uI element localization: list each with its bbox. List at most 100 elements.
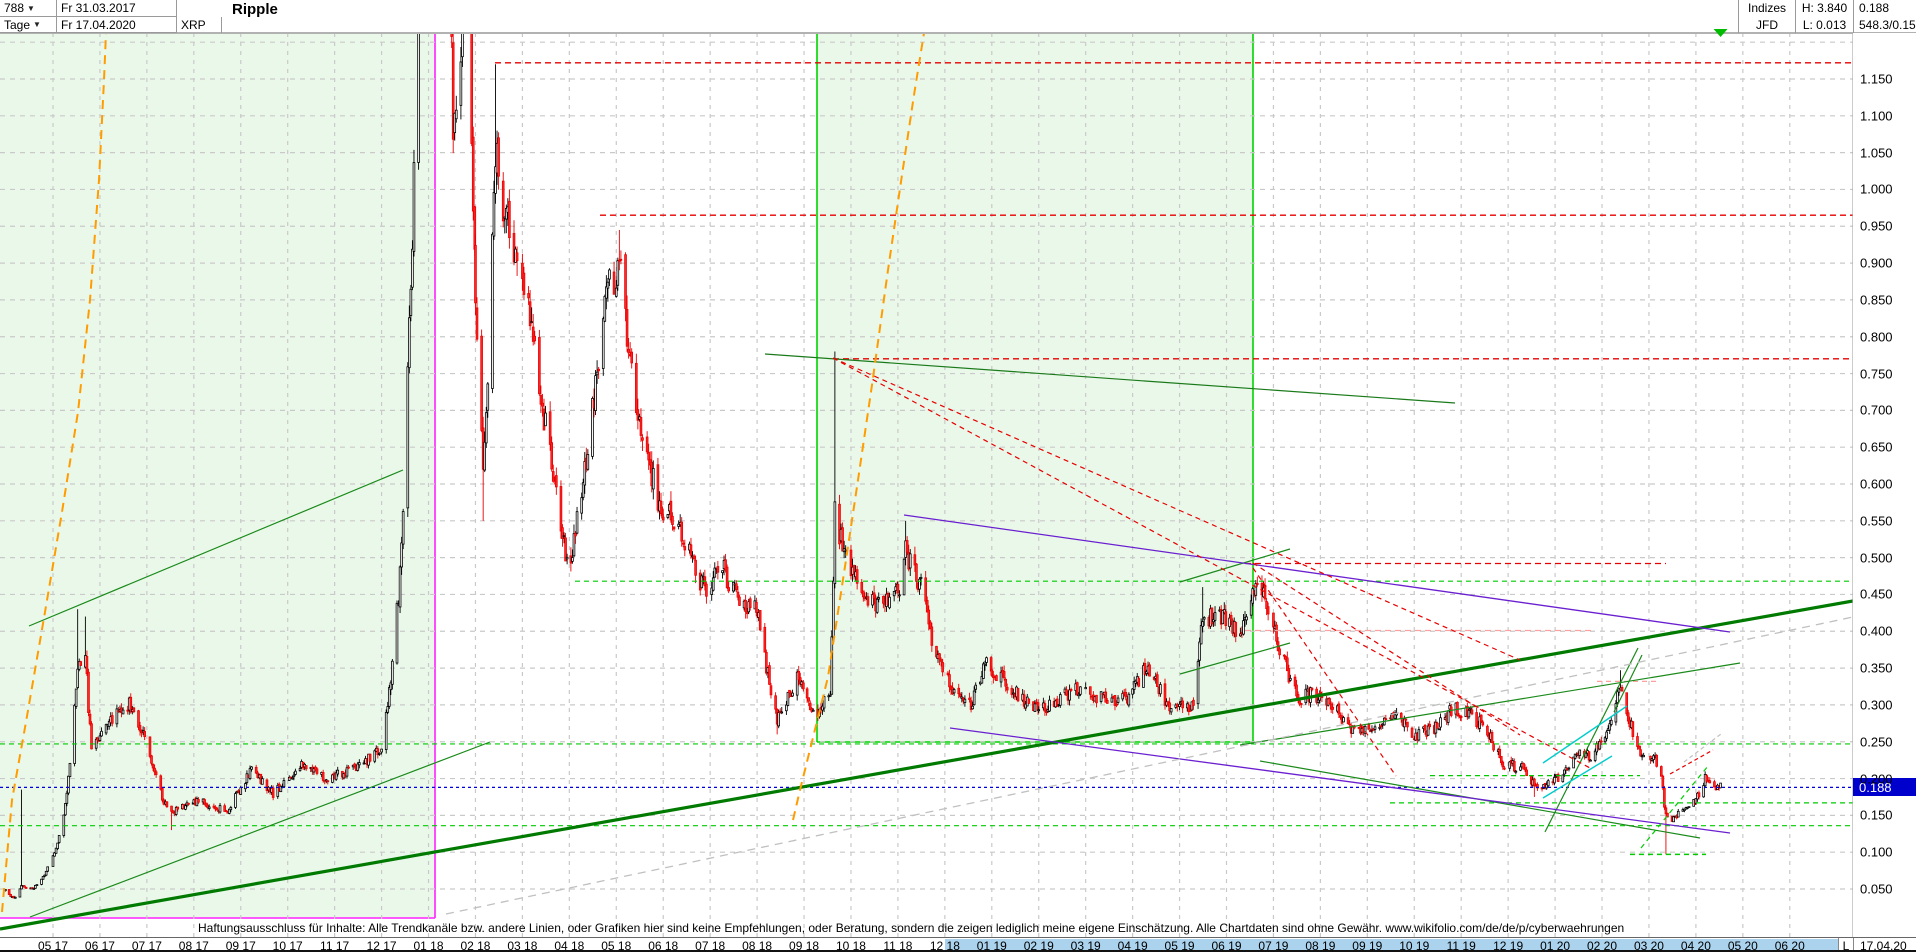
date-tick-label: 02 20 bbox=[1587, 939, 1618, 952]
date-to-field[interactable]: Fr 17.04.2020 bbox=[57, 17, 177, 33]
period-value: Tage bbox=[4, 17, 31, 32]
date-tick-label: 07 19 bbox=[1258, 939, 1289, 952]
date-tick-label: 05 18 bbox=[601, 939, 632, 952]
price-tick-label: 0.250 bbox=[1860, 734, 1893, 750]
date-tick-label: 03 19 bbox=[1070, 939, 1101, 952]
gridlines bbox=[0, 34, 1853, 937]
price-tick-label: 0.900 bbox=[1860, 255, 1893, 271]
date-tick-label: 06 17 bbox=[84, 939, 115, 952]
date-axis[interactable]: L 17.04.20 05 17 06 17 07 17 08 17 09 17 10 1… bbox=[0, 937, 1916, 952]
trend-channel-regions bbox=[0, 34, 1254, 919]
date-from-field[interactable]: Fr 31.03.2017 bbox=[57, 0, 177, 17]
date-tick-label: 04 18 bbox=[554, 939, 585, 952]
date-tick-label: 09 18 bbox=[789, 939, 820, 952]
plot-clip-group bbox=[0, 34, 1853, 937]
last-price-marker: 0.188 bbox=[1853, 778, 1916, 797]
date-tick-label: 08 18 bbox=[742, 939, 773, 952]
price-tick-label: 0.600 bbox=[1860, 476, 1893, 492]
symbol-value: XRP bbox=[181, 18, 206, 32]
date-tick-label: 10 18 bbox=[835, 939, 866, 952]
bottom-left-rising bbox=[29, 741, 491, 918]
date-tick-label: 08 19 bbox=[1305, 939, 1336, 952]
price-tick-label: 0.450 bbox=[1860, 586, 1893, 602]
price-tick-label: 0.550 bbox=[1860, 513, 1893, 529]
date-tick-label: 12 19 bbox=[1493, 939, 1524, 952]
extra-quote: 548.3/0.15 bbox=[1853, 16, 1916, 33]
price-tick-label: 0.200 bbox=[1860, 771, 1893, 787]
horizontal-levels bbox=[0, 62, 1853, 856]
price-tick-label: 1.000 bbox=[1860, 181, 1893, 197]
bars-count-dropdown[interactable]: 788 ▼ bbox=[0, 0, 57, 17]
date-tick-label: 11 19 bbox=[1446, 939, 1476, 952]
price-tick-label: 0.750 bbox=[1860, 366, 1893, 382]
date-tick-label: 04 20 bbox=[1680, 939, 1711, 952]
purple-upper bbox=[903, 514, 1731, 633]
instrument-title: Ripple bbox=[232, 1, 278, 18]
symbol-cell: XRP bbox=[177, 17, 222, 33]
purple-lower bbox=[949, 727, 1731, 834]
price-tick-label: 0.350 bbox=[1860, 660, 1893, 676]
date-tick-label: 12 18 bbox=[929, 939, 960, 952]
date-tick-label: 11 17 bbox=[320, 939, 350, 952]
feb20-steep bbox=[1544, 647, 1639, 833]
date-tick-label: 05 20 bbox=[1727, 939, 1758, 952]
chevron-down-icon: ▼ bbox=[33, 20, 41, 29]
red-fan-4 bbox=[1252, 567, 1397, 777]
date-tick-label: 05 17 bbox=[37, 939, 69, 952]
candlestick-series bbox=[4, 34, 1722, 899]
date-range-highlight bbox=[944, 939, 1838, 952]
date-tick-label: 11 18 bbox=[883, 939, 913, 952]
red-fan-1 bbox=[832, 357, 1521, 661]
cyan-channel-b bbox=[1542, 755, 1613, 799]
date-tick-label: 10 17 bbox=[272, 939, 303, 952]
date-tick-label: 02 18 bbox=[460, 939, 491, 952]
late-rising bbox=[1239, 662, 1741, 746]
date-tick-label: 01 18 bbox=[413, 939, 444, 952]
red-fan-3 bbox=[1252, 562, 1521, 736]
broker-label: JFD bbox=[1738, 16, 1795, 33]
date-tick-label: 07 17 bbox=[131, 939, 162, 952]
price-tick-label: 0.700 bbox=[1860, 402, 1893, 418]
orange-parabola-1 bbox=[1, 34, 107, 913]
feb20-steep-2 bbox=[1613, 654, 1643, 713]
red-short-rise bbox=[1669, 749, 1714, 775]
date-tick-label: 01 19 bbox=[976, 939, 1007, 952]
price-tick-label: 0.100 bbox=[1860, 844, 1893, 860]
price-tick-label: 1.050 bbox=[1860, 145, 1893, 161]
price-tick-label: 0.050 bbox=[1860, 881, 1893, 897]
date-tick-label: 06 19 bbox=[1211, 939, 1242, 952]
date-tick-label: 09 19 bbox=[1352, 939, 1383, 952]
price-tick-label: 0.650 bbox=[1860, 439, 1893, 455]
price-tick-label: 0.400 bbox=[1860, 623, 1893, 639]
orange-parabola-2 bbox=[792, 34, 925, 821]
date-tick-label: 03 20 bbox=[1633, 939, 1664, 952]
date-tick-label: 08 17 bbox=[178, 939, 209, 952]
decline-from-spike bbox=[764, 353, 1456, 404]
date-tick-label: 10 19 bbox=[1399, 939, 1430, 952]
date-tick-label: 12 17 bbox=[366, 939, 397, 952]
window-bottom-edge bbox=[0, 950, 1916, 952]
price-tick-label: 0.500 bbox=[1860, 550, 1893, 566]
session-low: L: 0.013 bbox=[1795, 16, 1853, 33]
date-tick-label: 06 20 bbox=[1774, 939, 1805, 952]
date-tick-label: 09 17 bbox=[225, 939, 256, 952]
date-tick-label: 05 19 bbox=[1164, 939, 1195, 952]
date-tick-label: 04 19 bbox=[1117, 939, 1148, 952]
date-tick-label: 01 20 bbox=[1540, 939, 1571, 952]
session-high: H: 3.840 bbox=[1795, 0, 1853, 16]
trendlines bbox=[0, 34, 1853, 931]
price-axis: 0.188 1.150 1.100 1.050 1.000 0.950 0.900 0.85… bbox=[1853, 33, 1916, 937]
thick-support bbox=[0, 599, 1853, 931]
last-price: 0.188 bbox=[1853, 0, 1916, 16]
chart-header: 788 ▼ Fr 31.03.2017 Tage ▼ Fr 17.04.2020 X… bbox=[0, 0, 1916, 33]
left-channel-top bbox=[28, 469, 404, 627]
price-tick-label: 0.300 bbox=[1860, 697, 1893, 713]
channel-zone-2017 bbox=[0, 34, 435, 918]
date-to-value: Fr 17.04.2020 bbox=[61, 17, 136, 32]
disclaimer-text: Haftungsausschluss für Inhalte: Alle Tre… bbox=[198, 921, 1625, 935]
date-tick-label: 06 18 bbox=[648, 939, 679, 952]
date-tick-label: 02 19 bbox=[1023, 939, 1054, 952]
last-date-label: 17.04.20 bbox=[1860, 939, 1907, 952]
price-tick-label: 0.150 bbox=[1860, 807, 1893, 823]
